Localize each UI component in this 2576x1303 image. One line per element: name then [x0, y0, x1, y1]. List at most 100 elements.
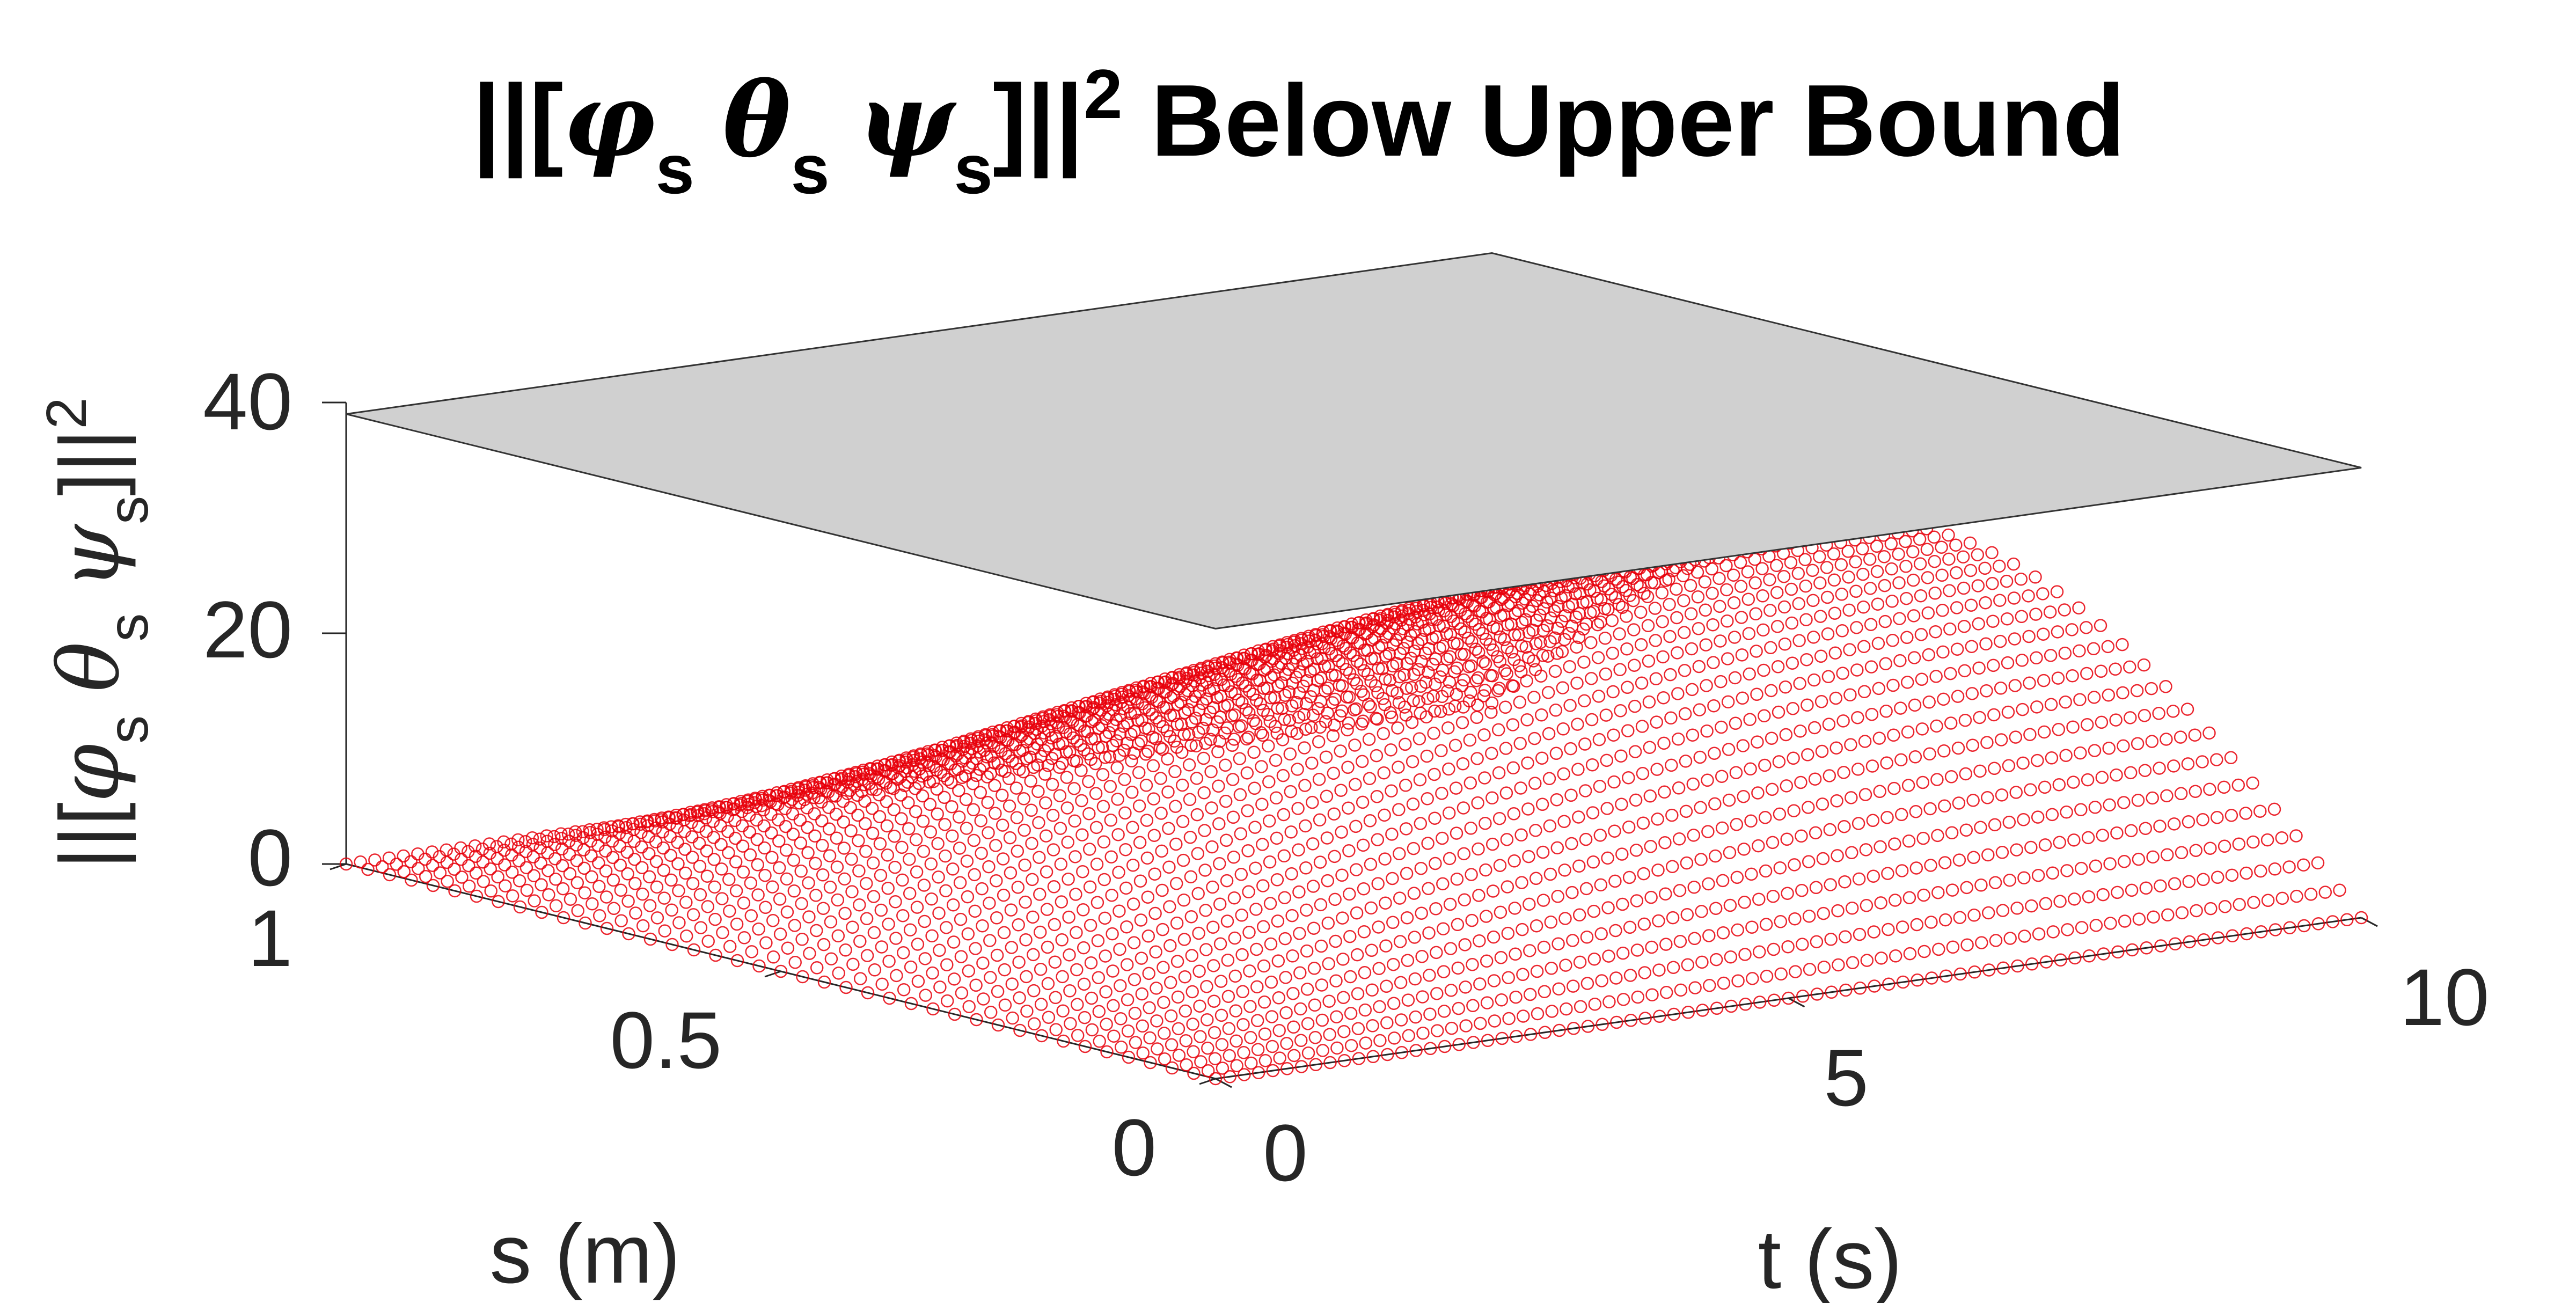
surface-marker — [1655, 586, 1669, 599]
surface-marker — [708, 880, 721, 894]
surface-marker — [982, 860, 996, 874]
surface-marker — [1462, 694, 1476, 708]
surface-marker — [1714, 675, 1728, 689]
surface-marker — [846, 957, 860, 971]
surface-marker — [1516, 968, 1529, 982]
surface-marker — [1693, 750, 1707, 764]
surface-marker — [2139, 822, 2153, 835]
surface-marker — [1822, 718, 1836, 731]
surface-marker — [2145, 735, 2159, 748]
surface-marker — [1423, 969, 1436, 982]
surface-marker — [1900, 631, 1914, 645]
surface-marker — [1121, 993, 1135, 1007]
surface-marker — [1929, 625, 1942, 639]
surface-marker — [1300, 944, 1314, 958]
surface-marker — [1066, 715, 1080, 728]
surface-marker — [845, 852, 858, 866]
surface-marker — [1210, 691, 1224, 705]
surface-marker — [2167, 817, 2181, 831]
surface-marker — [1292, 885, 1306, 899]
surface-marker — [462, 880, 476, 893]
surface-marker — [1578, 784, 1592, 797]
surface-marker — [1349, 778, 1362, 791]
surface-marker — [1701, 825, 1715, 838]
surface-marker — [2010, 843, 2023, 857]
surface-marker — [1154, 807, 1168, 820]
surface-marker — [1458, 625, 1472, 639]
surface-marker — [1104, 850, 1118, 863]
surface-marker — [1785, 616, 1799, 630]
surface-marker — [897, 946, 910, 960]
surface-marker — [2080, 667, 2094, 680]
surface-marker — [910, 865, 924, 879]
surface-marker — [1784, 555, 1798, 569]
surface-marker — [1477, 689, 1490, 702]
surface-marker — [1276, 768, 1290, 782]
surface-marker — [1914, 628, 1928, 641]
surface-marker — [1573, 955, 1587, 969]
surface-marker — [1172, 1022, 1185, 1036]
surface-marker — [1082, 775, 1095, 788]
surface-marker — [598, 844, 612, 858]
surface-marker — [1644, 840, 1657, 853]
surface-marker — [679, 929, 693, 943]
surface-marker — [2089, 859, 2103, 873]
surface-marker — [1183, 793, 1197, 807]
surface-marker — [1673, 884, 1687, 897]
surface-marker — [2011, 959, 2024, 973]
surface-marker — [1285, 867, 1298, 881]
surface-marker — [1882, 977, 1896, 991]
surface-marker — [2217, 780, 2231, 794]
surface-marker — [1257, 682, 1271, 695]
surface-marker — [1909, 861, 1923, 875]
surface-marker — [2118, 855, 2131, 868]
surface-marker — [990, 874, 1003, 888]
surface-marker — [599, 890, 613, 904]
surface-marker — [721, 825, 735, 838]
surface-marker — [982, 826, 995, 839]
surface-marker — [831, 893, 845, 907]
surface-marker — [1077, 903, 1090, 917]
surface-marker — [1564, 788, 1578, 802]
surface-marker — [677, 808, 690, 821]
surface-marker — [2211, 811, 2224, 824]
surface-marker — [1750, 687, 1763, 701]
surface-marker — [1763, 604, 1777, 617]
surface-marker — [1074, 764, 1088, 777]
surface-marker — [1540, 595, 1554, 609]
surface-marker — [1626, 572, 1640, 585]
surface-marker — [1893, 612, 1906, 625]
surface-marker — [2116, 686, 2129, 700]
t-axis-label: t (s) — [1758, 1213, 1902, 1303]
surface-marker — [1789, 965, 1802, 978]
surface-marker — [1637, 917, 1651, 931]
surface-marker — [397, 849, 411, 863]
surface-marker — [1009, 781, 1023, 795]
surface-marker — [892, 753, 906, 767]
surface-marker — [1750, 645, 1763, 658]
surface-marker — [1966, 794, 1980, 807]
surface-marker — [918, 952, 932, 965]
surface-marker — [1256, 920, 1270, 934]
surface-marker — [1332, 654, 1346, 668]
surface-marker — [1141, 890, 1155, 904]
surface-marker — [1327, 766, 1341, 780]
surface-marker — [852, 864, 866, 878]
surface-marker — [1641, 619, 1655, 633]
surface-marker — [1982, 963, 1996, 977]
surface-marker — [1490, 601, 1503, 614]
surface-marker — [923, 775, 936, 789]
surface-marker — [952, 784, 965, 797]
surface-marker — [1448, 665, 1461, 679]
surface-marker — [1745, 867, 1758, 881]
surface-marker — [2018, 929, 2031, 943]
surface-marker — [1552, 937, 1565, 950]
surface-marker — [1851, 763, 1865, 776]
surface-marker — [1495, 1031, 1509, 1045]
surface-marker — [1167, 709, 1181, 722]
surface-marker — [1128, 724, 1141, 738]
surface-marker — [1212, 817, 1226, 831]
surface-marker — [867, 926, 881, 940]
surface-marker — [1988, 818, 2002, 832]
surface-marker — [1182, 758, 1196, 772]
